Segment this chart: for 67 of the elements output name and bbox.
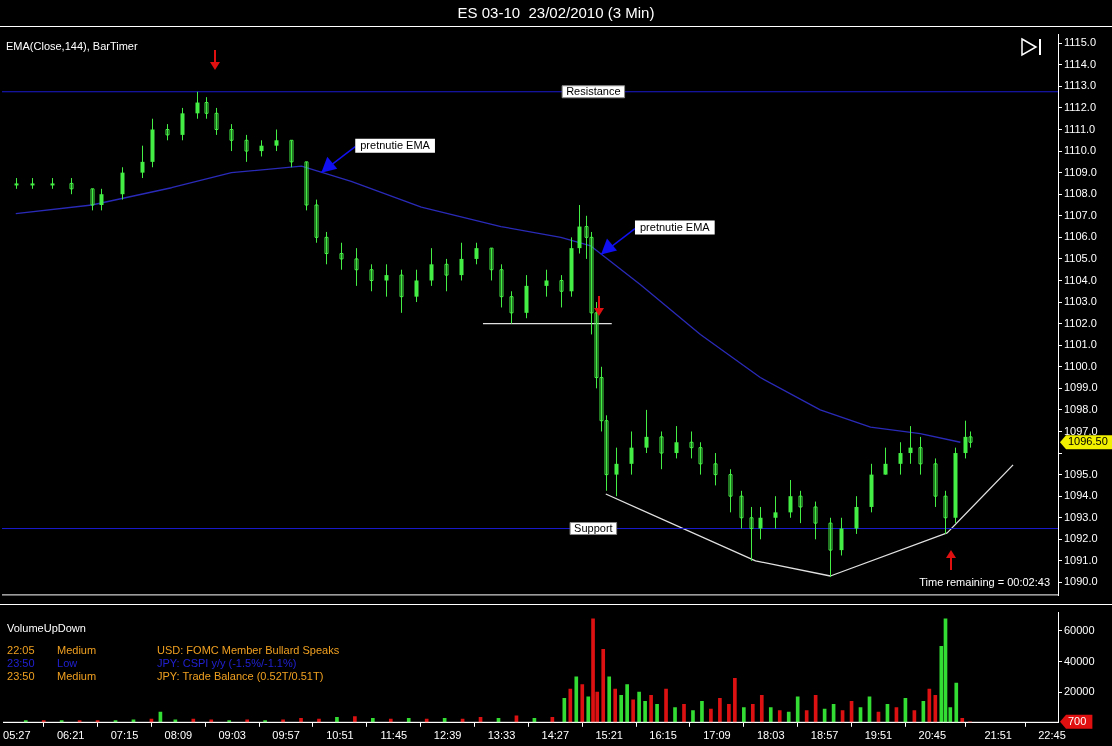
x-tick-label: 07:15 — [110, 729, 139, 742]
ref-line-label: Support — [574, 521, 613, 534]
y-tick-label: 1100.0 — [1064, 359, 1097, 372]
annotation: pretnutie EMA — [639, 220, 711, 233]
annotation: Medium — [57, 643, 97, 656]
x-tick-label: 10:51 — [326, 729, 354, 742]
x-tick-label: 12:39 — [433, 729, 462, 742]
y-tick-label: 60000 — [1064, 624, 1095, 636]
y-tick-label: 1115.0 — [1064, 36, 1097, 49]
y-tick-label: 1095.0 — [1064, 467, 1098, 480]
y-tick-label: 1110.0 — [1064, 144, 1097, 157]
y-tick-label: 1106.0 — [1064, 230, 1097, 243]
y-tick-label: 40000 — [1064, 654, 1095, 667]
annotation: pretnutie EMA — [360, 138, 431, 151]
annotation: Time remaining = 00:02:43 — [919, 576, 1050, 589]
x-tick-label: 15:21 — [595, 729, 623, 742]
y-tick-label: 1112.0 — [1064, 100, 1097, 113]
annotation: VolumeUpDown — [7, 621, 86, 634]
y-tick-label: 1102.0 — [1064, 316, 1097, 329]
annotation: Medium — [57, 669, 97, 682]
x-tick-label: 11:45 — [380, 729, 408, 742]
y-tick-label: 1101.0 — [1064, 338, 1097, 351]
x-tick-label: 08:09 — [164, 729, 193, 742]
x-tick-label: 19:51 — [864, 729, 893, 742]
y-tick-label: 1107.0 — [1064, 208, 1097, 221]
y-tick-label: 1091.0 — [1064, 553, 1098, 566]
x-tick-label: 09:57 — [272, 729, 300, 742]
x-tick-label: 22:45 — [1038, 729, 1066, 742]
y-tick-label: 1094.0 — [1064, 489, 1098, 502]
annotation: Low — [57, 656, 78, 669]
y-tick-label: 1114.0 — [1064, 57, 1097, 70]
y-tick-label: 1105.0 — [1064, 251, 1097, 264]
y-tick-label: 1104.0 — [1064, 273, 1097, 286]
x-tick-label: 18:03 — [757, 729, 785, 742]
annotation: EMA(Close,144), BarTimer — [6, 39, 138, 52]
x-tick-label: 18:57 — [810, 729, 839, 742]
text: 700 — [1068, 714, 1087, 727]
y-tick-label: 1092.0 — [1064, 532, 1098, 545]
x-tick-label: 09:03 — [218, 729, 246, 742]
x-tick-label: 20:45 — [918, 729, 947, 742]
x-tick-label: 16:15 — [649, 729, 677, 742]
x-tick-label: 13:33 — [487, 729, 516, 742]
x-tick-label: 17:09 — [703, 729, 731, 742]
annotation: JPY: CSPI y/y (-1.5%/-1.1%) — [157, 656, 297, 669]
y-tick-label: 20000 — [1064, 685, 1095, 698]
y-tick-label: 1109.0 — [1064, 165, 1097, 178]
y-tick-label: 1097.0 — [1064, 424, 1098, 437]
text: 1096.50 — [1068, 435, 1108, 448]
annotation: JPY: Trade Balance (0.52T/0.51T) — [157, 669, 324, 682]
x-tick-label: 06:21 — [56, 729, 85, 742]
y-tick-label: 1093.0 — [1064, 510, 1098, 523]
y-tick-label: 1090.0 — [1064, 575, 1098, 588]
annotation: 23:50 — [7, 669, 35, 682]
y-tick-label: 1113.0 — [1064, 79, 1097, 92]
y-tick-label: 1098.0 — [1064, 402, 1098, 415]
annotation: USD: FOMC Member Bullard Speaks — [157, 643, 340, 656]
x-tick-label: 21:51 — [984, 729, 1012, 742]
y-tick-label: 1111.0 — [1064, 122, 1096, 135]
y-tick-label: 1099.0 — [1064, 381, 1098, 394]
chart-title: ES 03-10 23/02/2010 (3 Min) — [456, 3, 656, 23]
annotation: 23:50 — [7, 656, 35, 669]
x-tick-label: 05:27 — [3, 729, 31, 742]
y-tick-label: 1108.0 — [1064, 187, 1097, 200]
x-tick-label: 14:27 — [541, 729, 570, 742]
annotation: 22:05 — [7, 643, 35, 656]
y-tick-label: 1103.0 — [1064, 295, 1097, 308]
ref-line-label: Resistance — [566, 84, 621, 97]
